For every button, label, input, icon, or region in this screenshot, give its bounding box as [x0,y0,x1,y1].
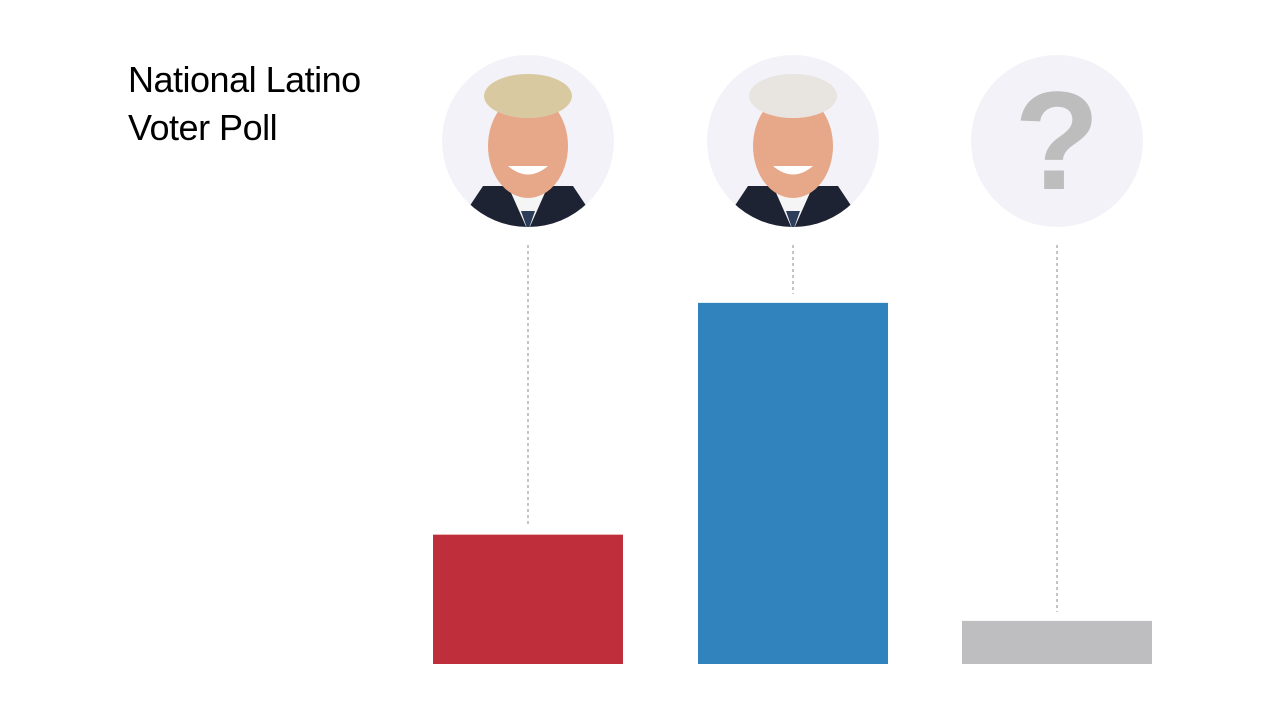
question-mark-icon: ? [971,55,1143,227]
trump-portrait [442,55,614,227]
bar [698,302,888,664]
bar [433,534,623,664]
biden-portrait [707,55,879,227]
chart-title: National Latino Voter Poll [128,59,361,148]
svg-text:?: ? [1014,62,1100,219]
bar [962,620,1152,664]
